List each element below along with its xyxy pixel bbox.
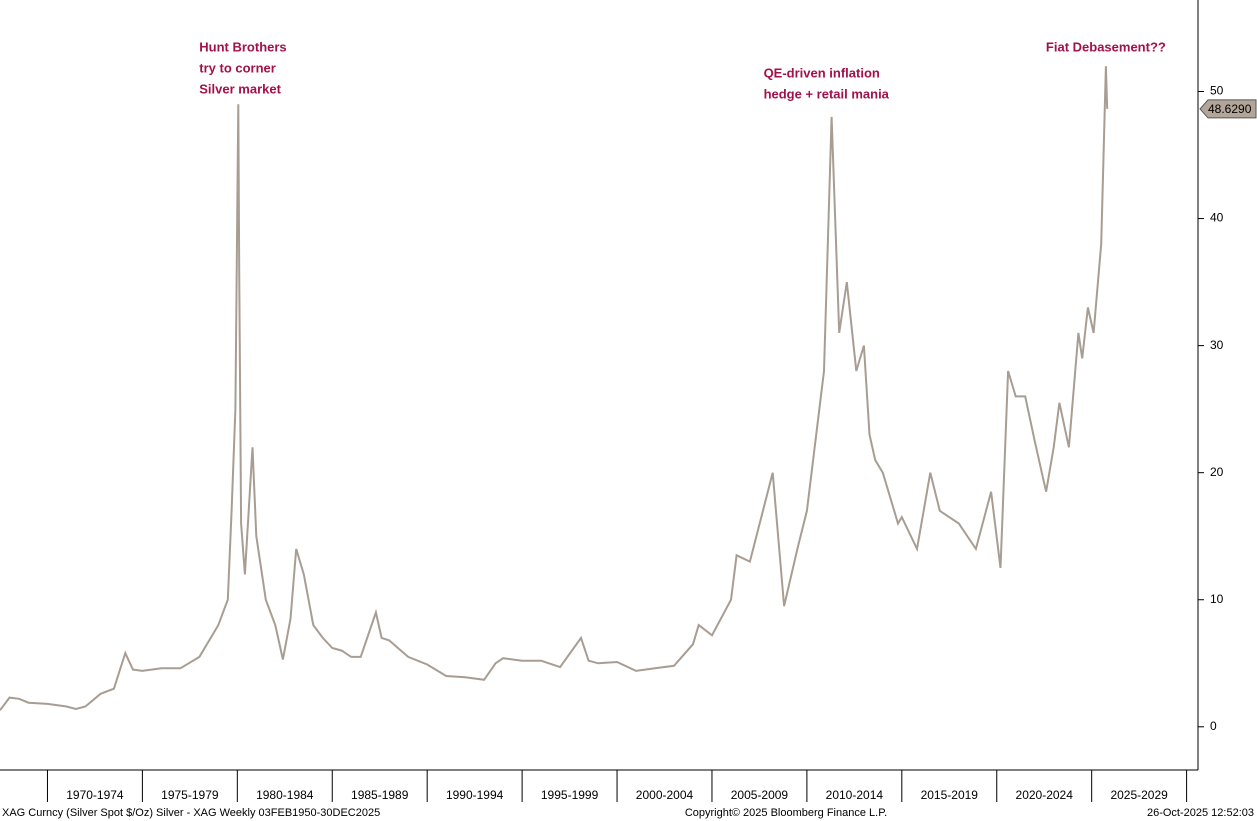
y-tick-label: 0 (1210, 719, 1217, 733)
x-period-label: 2015-2019 (921, 788, 979, 802)
last-value-label: 48.6290 (1208, 102, 1252, 116)
annotation: Fiat Debasement?? (1046, 40, 1166, 55)
x-period-label: 1990-1994 (446, 788, 504, 802)
x-period-label: 1970-1974 (66, 788, 124, 802)
footer-center: Copyright© 2025 Bloomberg Finance L.P. (685, 807, 887, 819)
y-tick-label: 30 (1210, 338, 1224, 352)
x-period-label: 2005-2009 (731, 788, 789, 802)
x-period-label: 2000-2004 (636, 788, 694, 802)
annotation: hedge + retail mania (764, 86, 890, 101)
annotation: QE-driven inflation (764, 65, 880, 80)
x-period-label: 1985-1989 (351, 788, 409, 802)
x-period-label: 1995-1999 (541, 788, 599, 802)
price-line (0, 66, 1109, 711)
footer-left: XAG Curncy (Silver Spot $/Oz) Silver - X… (2, 807, 380, 819)
x-period-label: 2020-2024 (1016, 788, 1074, 802)
y-tick-label: 50 (1210, 84, 1224, 98)
footer-right: 26-Oct-2025 12:52:03 (1147, 807, 1254, 819)
annotation: Silver market (199, 82, 281, 97)
x-period-label: 2025-2029 (1110, 788, 1168, 802)
y-tick-label: 40 (1210, 211, 1224, 225)
x-period-label: 1975-1979 (161, 788, 219, 802)
x-period-label: 2010-2014 (826, 788, 884, 802)
x-period-label: 1980-1984 (256, 788, 314, 802)
y-tick-label: 20 (1210, 465, 1224, 479)
annotation: Hunt Brothers (199, 40, 286, 55)
annotation: try to corner (199, 61, 276, 76)
last-value-tag (1199, 99, 1257, 119)
y-tick-label: 10 (1210, 592, 1224, 606)
